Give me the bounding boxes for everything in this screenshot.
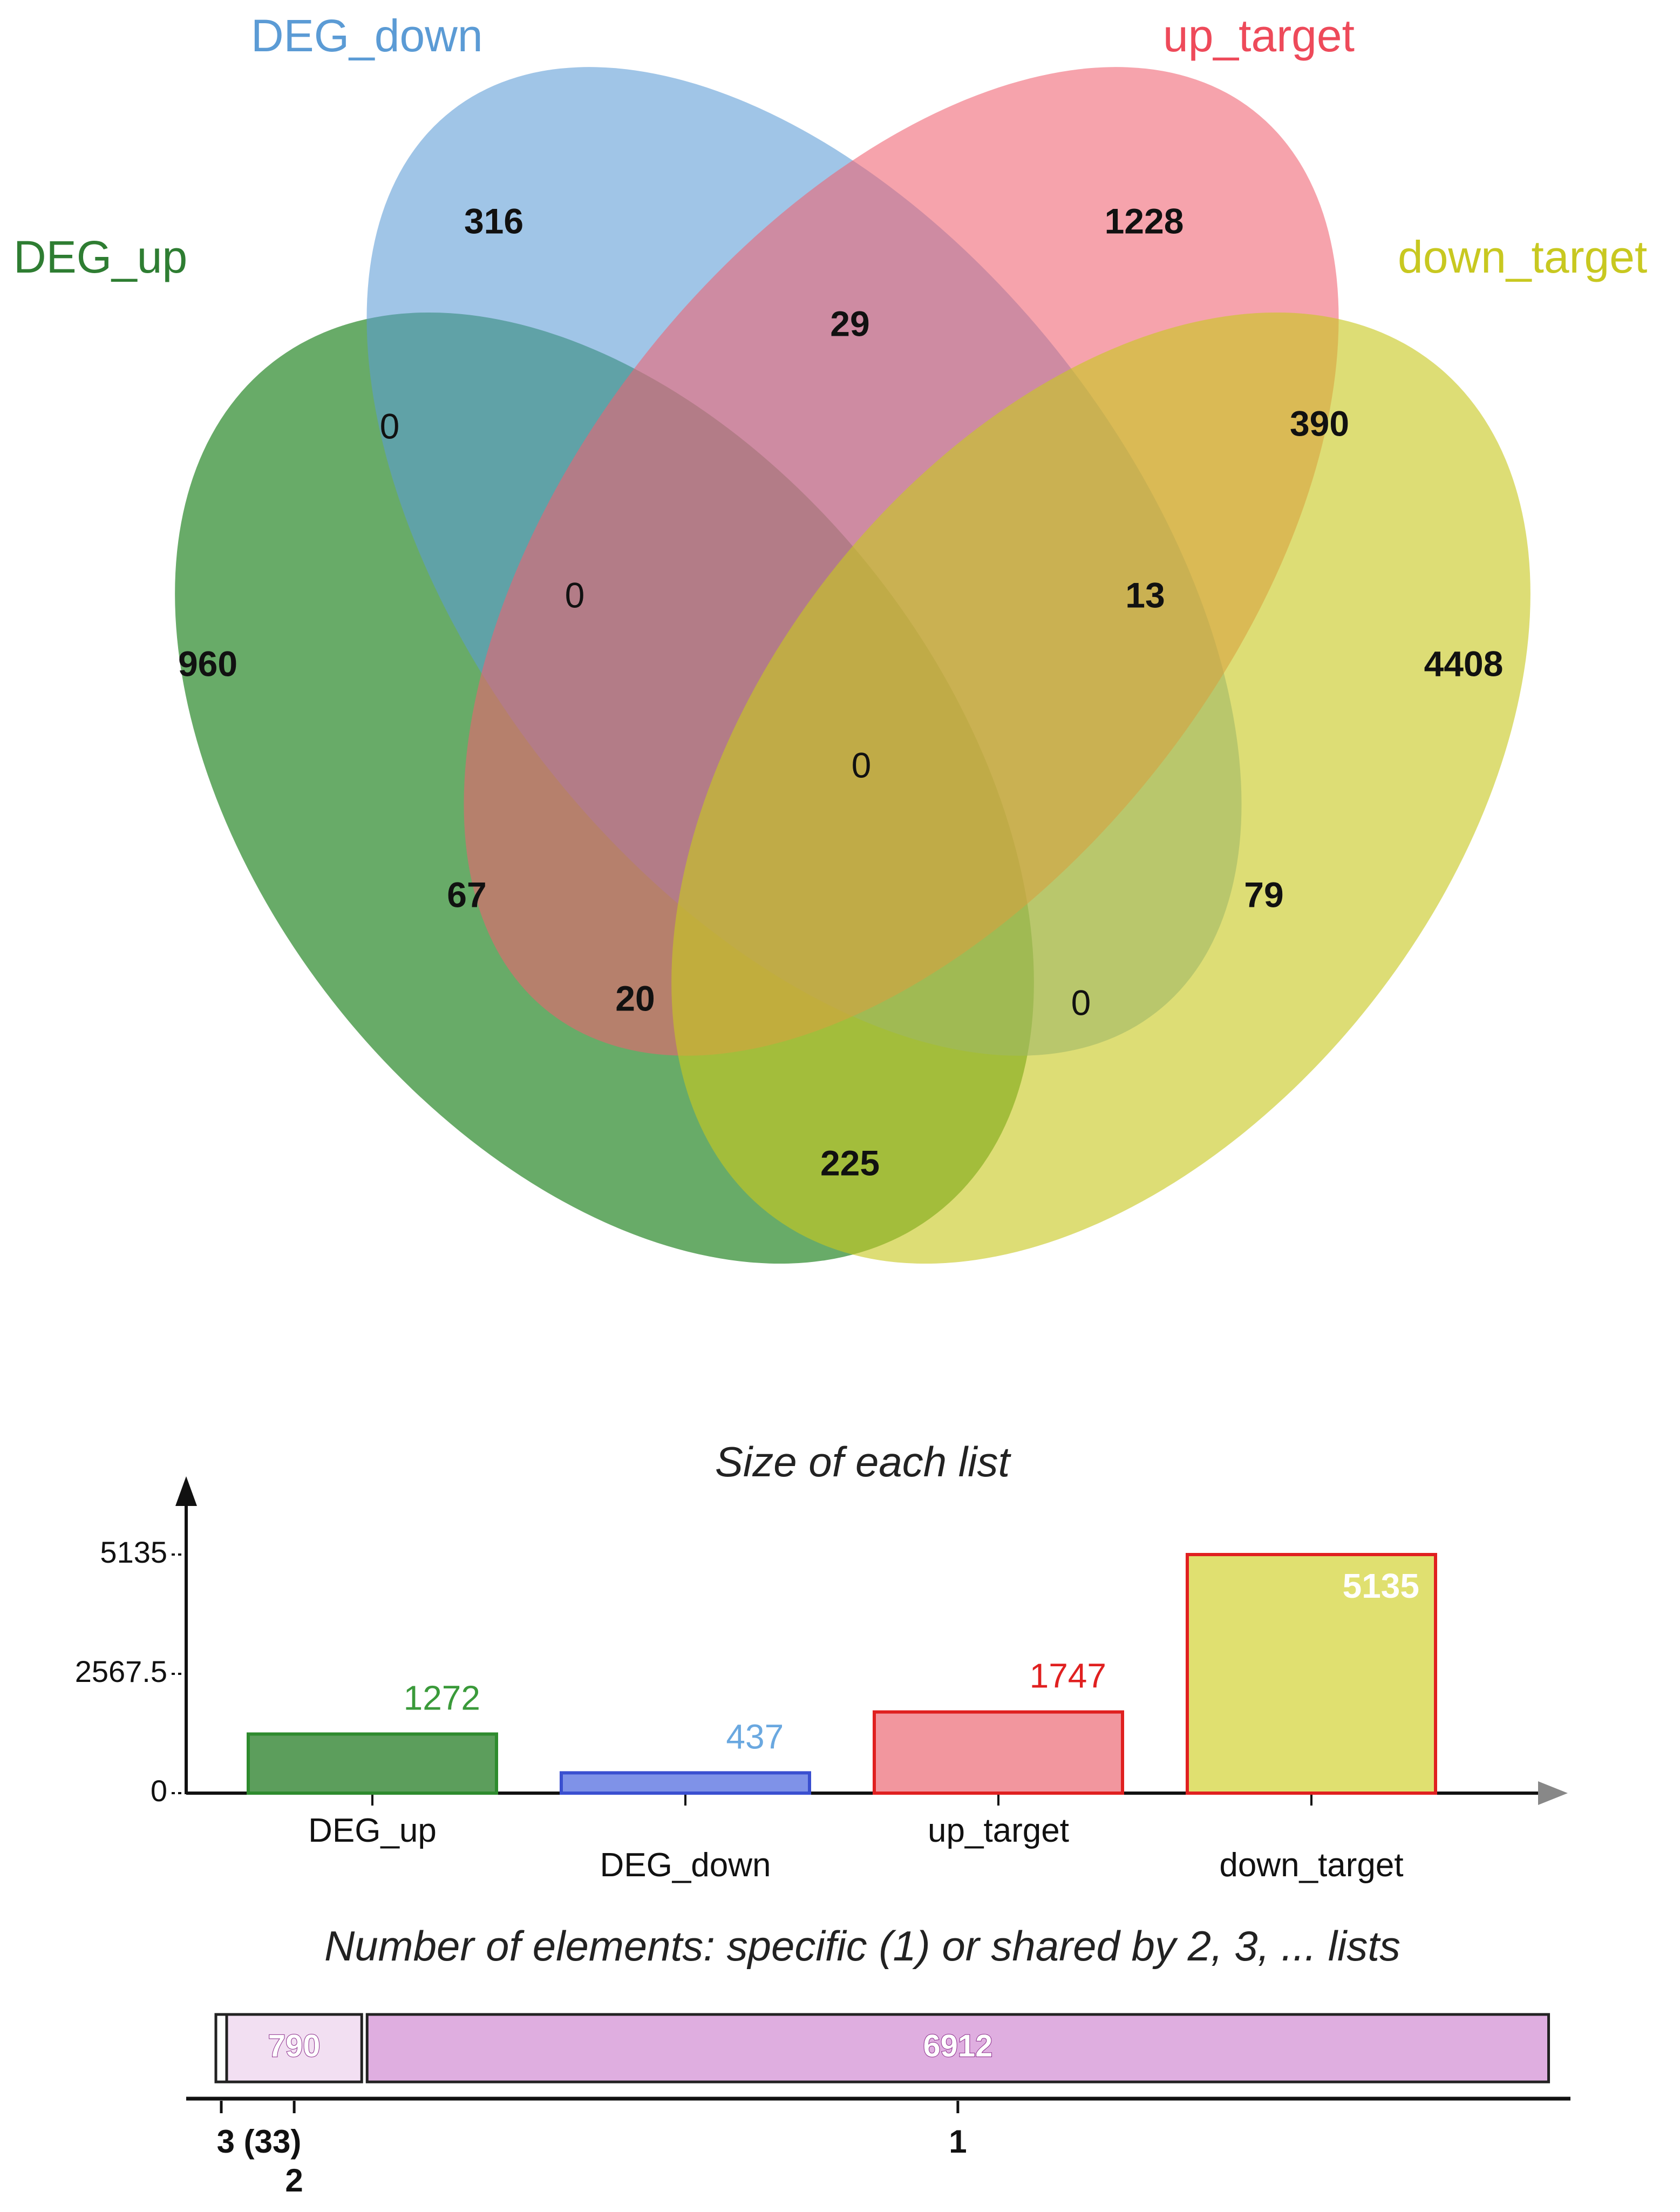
- venn-count-down-downtarget: 79: [1244, 874, 1283, 914]
- venn-label-down-target: down_target: [1398, 232, 1647, 282]
- bar-up-target: [873, 1710, 1124, 1795]
- y-ticks: 0 2567.5 5135: [75, 1535, 186, 1808]
- bar-deg-up: [247, 1732, 498, 1795]
- venn-count-down-target-only: 4408: [1424, 643, 1504, 683]
- size-bar-chart: Size of each list 0 2567.5 5135 DEG_up 1272…: [75, 1438, 1568, 1884]
- y-tick-label: 0: [151, 1774, 167, 1808]
- venn-count-up-down-uptarget: 0: [565, 575, 585, 615]
- venn-count-up-uptarget-downtarget: 20: [615, 978, 655, 1018]
- bar-value-label: 1272: [404, 1679, 480, 1718]
- shared-segment-label: 2: [285, 2162, 303, 2199]
- shared-segments: 3 (33) 790 2 6912 1: [214, 2013, 1550, 2199]
- shared-chart-title: Number of elements: specific (1) or shar…: [324, 1922, 1400, 1970]
- x-axis-arrow: [1538, 1781, 1568, 1805]
- x-category-label: down_target: [1219, 1847, 1403, 1884]
- shared-segment-value: 6912: [923, 2028, 992, 2064]
- bar-deg-down: [560, 1771, 811, 1795]
- venn-count-down-uptarget-downtarget: 13: [1125, 575, 1165, 615]
- venn-count-up-down-downtarget: 0: [1071, 982, 1091, 1022]
- y-axis-arrow: [175, 1476, 197, 1506]
- shared-segment-label: 3 (33): [217, 2123, 302, 2160]
- bars: DEG_up 1272 DEG_down 437 up_target 1747 down_t…: [247, 1553, 1437, 1884]
- venn-count-uptarget-downtarget: 390: [1290, 403, 1349, 443]
- shared-elements-chart: Number of elements: specific (1) or shar…: [186, 1922, 1570, 2199]
- venn-diagram: DEG_up DEG_down up_target down_target 96…: [13, 10, 1647, 1264]
- bar-value-label: 437: [726, 1717, 784, 1756]
- shared-segment-1: [214, 2013, 228, 2084]
- venn-count-down-uptarget: 29: [830, 303, 869, 343]
- bar-value-label: 1747: [1030, 1657, 1106, 1695]
- venn-count-all: 0: [852, 745, 872, 785]
- bar-down-target: [1186, 1553, 1437, 1795]
- venn-label-up-target: up_target: [1163, 10, 1355, 61]
- shared-segment-2: [225, 2013, 363, 2084]
- y-tick-label: 5135: [100, 1535, 167, 1569]
- shared-segment-value: 790: [268, 2028, 321, 2064]
- shared-segment-label: 1: [949, 2123, 967, 2160]
- venn-count-up-target-only: 1228: [1105, 201, 1184, 241]
- bar-value-label: 5135: [1343, 1566, 1419, 1605]
- bar-chart-title: Size of each list: [715, 1438, 1012, 1485]
- x-category-label: DEG_up: [308, 1812, 437, 1849]
- shared-segment-3: [365, 2013, 1550, 2084]
- y-tick-label: 2567.5: [75, 1654, 167, 1688]
- venn-label-deg-down: DEG_down: [251, 10, 483, 61]
- venn-label-deg-up: DEG_up: [13, 232, 187, 282]
- x-category-label: up_target: [928, 1812, 1069, 1849]
- venn-count-up-down: 0: [380, 406, 400, 446]
- venn-count-up-downtarget: 225: [820, 1143, 880, 1183]
- venn-count-deg-up-only: 960: [178, 643, 237, 683]
- x-category-label: DEG_down: [600, 1847, 771, 1884]
- venn-set-down-target: [671, 312, 1531, 1264]
- venn-count-up-uptarget: 67: [447, 874, 486, 914]
- venn-count-deg-down-only: 316: [464, 201, 523, 241]
